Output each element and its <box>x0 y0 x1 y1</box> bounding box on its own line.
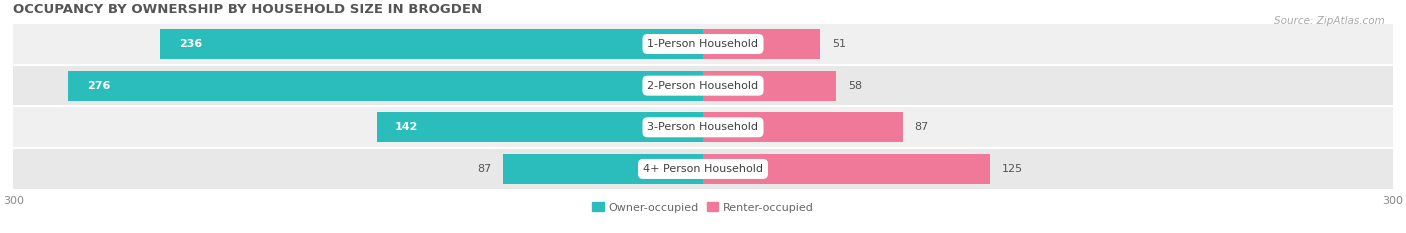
Bar <box>160 29 703 59</box>
Text: 142: 142 <box>395 122 419 132</box>
Bar <box>377 112 703 142</box>
Text: 58: 58 <box>848 81 862 91</box>
Text: 236: 236 <box>179 39 202 49</box>
Text: 2-Person Household: 2-Person Household <box>647 81 759 91</box>
Legend: Owner-occupied, Renter-occupied: Owner-occupied, Renter-occupied <box>588 198 818 217</box>
Text: 51: 51 <box>832 39 846 49</box>
Text: 125: 125 <box>1002 164 1024 174</box>
Bar <box>13 23 1393 65</box>
Bar <box>703 112 903 142</box>
Text: OCCUPANCY BY OWNERSHIP BY HOUSEHOLD SIZE IN BROGDEN: OCCUPANCY BY OWNERSHIP BY HOUSEHOLD SIZE… <box>13 3 482 16</box>
Bar <box>703 29 820 59</box>
Bar <box>13 65 1393 106</box>
Text: 87: 87 <box>914 122 929 132</box>
Text: 87: 87 <box>477 164 492 174</box>
Text: 4+ Person Household: 4+ Person Household <box>643 164 763 174</box>
Text: 3-Person Household: 3-Person Household <box>648 122 758 132</box>
Text: Source: ZipAtlas.com: Source: ZipAtlas.com <box>1274 16 1385 26</box>
Bar <box>13 148 1393 190</box>
Bar <box>703 154 990 184</box>
Text: 276: 276 <box>87 81 110 91</box>
Bar <box>703 71 837 101</box>
Bar <box>503 154 703 184</box>
Bar <box>13 106 1393 148</box>
Bar <box>69 71 703 101</box>
Text: 1-Person Household: 1-Person Household <box>648 39 758 49</box>
